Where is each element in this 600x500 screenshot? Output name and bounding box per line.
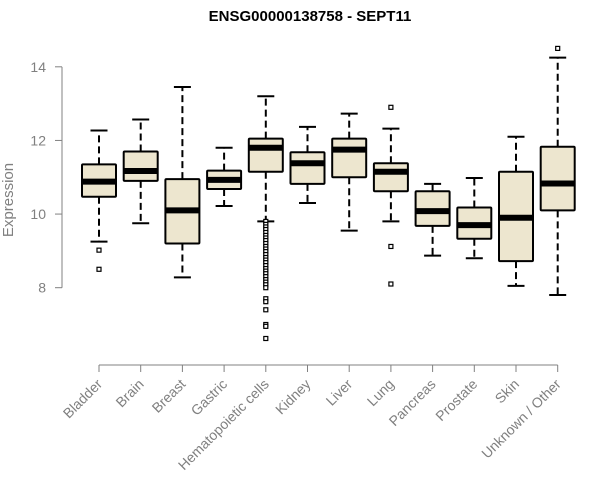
box-breast [164, 86, 201, 279]
outlier-point [263, 299, 269, 305]
box-iqr [372, 162, 409, 193]
outlier-point [263, 307, 269, 313]
box-kidney [289, 125, 326, 205]
y-axis-label: Expression [0, 163, 17, 237]
box-liver [331, 112, 368, 232]
x-tick-label: Breast [149, 376, 189, 416]
x-tick-label: Brain [112, 376, 146, 410]
y-tick-label: 10 [30, 206, 46, 222]
y-axis: 8 10 12 14 [30, 59, 63, 296]
box-brain [122, 118, 159, 225]
outlier-point [96, 266, 102, 272]
box-unknown-other [539, 45, 576, 297]
box-hematopoietic-cells [247, 95, 284, 342]
box-iqr [247, 137, 284, 173]
x-tick-label: Unknown / Other [478, 376, 564, 462]
box-gastric [206, 146, 243, 207]
x-tick-label: Skin [492, 376, 523, 407]
box-iqr [122, 150, 159, 182]
x-tick-label: Bladder [60, 376, 106, 422]
outlier-point [263, 285, 269, 291]
box-skin [498, 135, 534, 287]
box-lung [372, 104, 409, 287]
outlier-point [388, 104, 394, 110]
x-tick-label: Liver [323, 376, 356, 409]
box-iqr [539, 145, 576, 212]
outlier-point [96, 247, 102, 253]
box-prostate [456, 176, 493, 260]
outlier-point [388, 243, 394, 250]
box-iqr [331, 137, 368, 179]
y-tick-label: 8 [38, 280, 46, 296]
outlier-point [263, 323, 269, 329]
y-tick-label: 14 [30, 59, 46, 75]
outlier-point [263, 335, 269, 342]
x-tick-label: Lung [364, 376, 397, 409]
chart-title: ENSG00000138758 - SEPT11 [209, 8, 412, 25]
y-tick-label: 12 [30, 132, 46, 148]
box-pancreas [414, 182, 451, 257]
boxes-group [81, 45, 576, 342]
x-tick-label: Kidney [272, 376, 314, 418]
x-tick-label: Prostate [432, 376, 480, 424]
outlier-point [555, 45, 561, 52]
box-iqr [289, 151, 326, 185]
box-bladder [81, 129, 117, 272]
outlier-point [388, 281, 394, 287]
